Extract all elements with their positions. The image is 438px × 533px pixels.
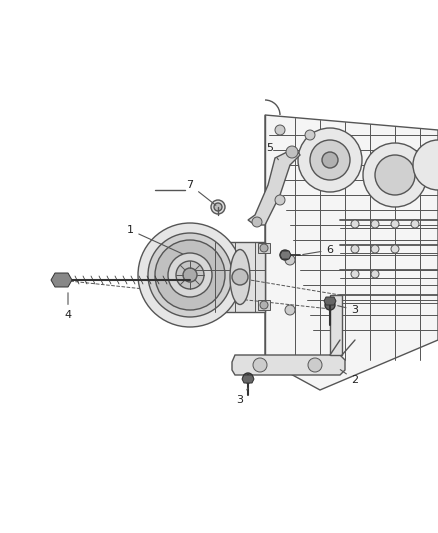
Circle shape xyxy=(275,125,285,135)
Text: 2: 2 xyxy=(340,369,359,385)
Circle shape xyxy=(232,269,248,285)
Circle shape xyxy=(286,146,298,158)
Circle shape xyxy=(305,130,315,140)
Circle shape xyxy=(363,143,427,207)
Circle shape xyxy=(371,245,379,253)
Polygon shape xyxy=(248,148,300,225)
Circle shape xyxy=(260,244,268,252)
Circle shape xyxy=(351,245,359,253)
Polygon shape xyxy=(242,375,254,383)
Circle shape xyxy=(308,358,322,372)
Text: 3: 3 xyxy=(237,388,248,405)
Circle shape xyxy=(391,245,399,253)
Circle shape xyxy=(214,203,222,211)
Circle shape xyxy=(176,261,204,289)
Polygon shape xyxy=(330,295,342,355)
Circle shape xyxy=(243,373,253,383)
Circle shape xyxy=(183,268,197,282)
Circle shape xyxy=(168,253,212,297)
Circle shape xyxy=(211,200,225,214)
Polygon shape xyxy=(280,251,291,259)
Circle shape xyxy=(253,358,267,372)
Circle shape xyxy=(375,155,415,195)
Polygon shape xyxy=(265,115,438,390)
Circle shape xyxy=(391,220,399,228)
Circle shape xyxy=(322,152,338,168)
Text: 6: 6 xyxy=(303,245,333,255)
Bar xyxy=(195,242,265,312)
Circle shape xyxy=(325,300,335,310)
Text: 1: 1 xyxy=(127,225,183,254)
Polygon shape xyxy=(232,355,345,375)
Polygon shape xyxy=(324,297,336,305)
Text: 5: 5 xyxy=(266,143,279,160)
Circle shape xyxy=(280,250,290,260)
Ellipse shape xyxy=(230,249,250,304)
Circle shape xyxy=(252,217,262,227)
Circle shape xyxy=(260,301,268,309)
Circle shape xyxy=(411,220,419,228)
Circle shape xyxy=(371,220,379,228)
Circle shape xyxy=(285,255,295,265)
Text: 7: 7 xyxy=(187,180,216,205)
Circle shape xyxy=(138,223,242,327)
Text: 4: 4 xyxy=(64,293,71,320)
Circle shape xyxy=(275,195,285,205)
Circle shape xyxy=(351,220,359,228)
Text: 3: 3 xyxy=(338,305,358,315)
Circle shape xyxy=(351,270,359,278)
Bar xyxy=(258,243,270,253)
Circle shape xyxy=(413,140,438,190)
Circle shape xyxy=(298,128,362,192)
Circle shape xyxy=(285,305,295,315)
Circle shape xyxy=(155,240,225,310)
Circle shape xyxy=(148,233,232,317)
Circle shape xyxy=(310,140,350,180)
Bar xyxy=(258,300,270,310)
Circle shape xyxy=(371,270,379,278)
Polygon shape xyxy=(51,273,72,287)
